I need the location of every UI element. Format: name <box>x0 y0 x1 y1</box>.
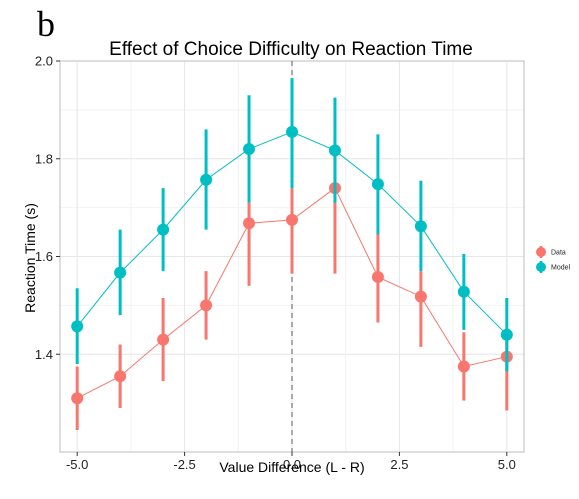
data-point-model <box>286 125 298 138</box>
y-tick-label: 1.8 <box>35 151 53 166</box>
axes: -5.0 -2.5 0.0 2.5 5.0 1.4 1.6 1.8 2.0 <box>35 54 516 473</box>
data-point-model <box>114 266 127 279</box>
x-tick-label: 2.5 <box>390 457 408 472</box>
legend-label-data: Data <box>551 250 566 257</box>
data-point-data <box>200 299 213 312</box>
x-axis-title: Value Difference (L - R) <box>219 459 364 475</box>
legend-label-model: Model <box>551 265 571 272</box>
x-tick-label: -5.0 <box>66 457 88 472</box>
y-tick-label: 1.6 <box>35 249 53 264</box>
legend: Data Model <box>536 246 571 273</box>
data-point-model <box>414 220 427 233</box>
y-tick-label: 1.4 <box>35 347 53 362</box>
y-tick-label: 2.0 <box>35 54 53 69</box>
panel-label: b <box>37 4 55 44</box>
data-point-data <box>71 392 84 405</box>
data-point-model <box>371 178 384 191</box>
data-point-data <box>286 213 298 226</box>
data-point-data <box>114 370 127 383</box>
series-layer <box>71 78 513 431</box>
data-point-data <box>243 217 256 230</box>
data-point-data <box>157 333 170 346</box>
data-point-model <box>200 173 213 186</box>
x-tick-label: 5.0 <box>498 457 516 472</box>
x-tick-label: 0.0 <box>283 457 301 472</box>
data-point-model <box>457 285 470 298</box>
data-point-model <box>243 142 256 155</box>
x-tick-label: -2.5 <box>173 457 195 472</box>
data-point-data <box>457 360 470 373</box>
chart-title: Effect of Choice Difficulty on Reaction … <box>109 39 473 60</box>
data-point-model <box>500 328 513 341</box>
data-point-model <box>157 223 170 236</box>
legend-key-data <box>536 247 546 257</box>
data-point-data <box>371 271 384 284</box>
y-axis-title: Reaction Time (s) <box>22 203 38 313</box>
data-point-model <box>71 320 84 333</box>
data-point-model <box>328 144 341 157</box>
data-point-data <box>414 290 427 303</box>
legend-key-model <box>536 262 546 272</box>
